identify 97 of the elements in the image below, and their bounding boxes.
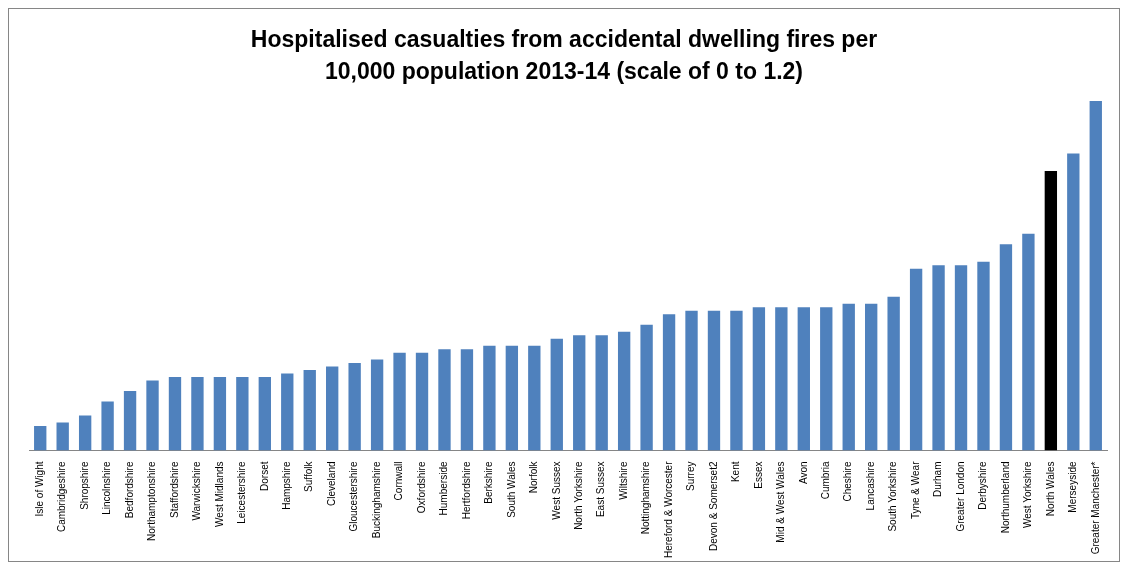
x-tick-label: Bedfordshire — [123, 461, 135, 519]
x-tick-label: Mid & West Wales — [775, 461, 787, 543]
x-tick-label: Hereford & Worcester — [662, 460, 674, 558]
bar — [1044, 170, 1058, 451]
x-tick-label: Avon — [797, 461, 809, 485]
x-tick-label: Berkshire — [483, 461, 495, 504]
bar — [797, 307, 810, 451]
bar — [865, 303, 878, 451]
bar — [617, 331, 631, 451]
bar — [1089, 101, 1102, 451]
x-tick-label: Wiltshire — [617, 461, 629, 500]
x-tick-label: Norfolk — [528, 460, 540, 494]
bar — [393, 352, 406, 451]
x-tick-label: Cleveland — [325, 461, 337, 506]
bar — [483, 345, 496, 451]
x-tick-label: North Wales — [1044, 461, 1056, 517]
bar — [662, 314, 676, 451]
x-tick-label: East Sussex — [595, 461, 607, 518]
x-tick-label: Suffolk — [303, 460, 315, 492]
x-tick-label: Cheshire — [842, 461, 854, 502]
bar — [528, 345, 541, 451]
x-tick-label: Tyne & Wear — [909, 460, 921, 520]
x-tick-label: Isle of Wight — [33, 461, 45, 517]
bar — [123, 391, 137, 451]
x-tick-label: Kent — [730, 461, 742, 483]
bar — [820, 307, 833, 451]
x-tick-label: Lincolnshire — [101, 461, 113, 515]
bar — [415, 352, 429, 451]
bar — [887, 296, 900, 451]
x-tick-label: Nottinghamshire — [640, 461, 652, 535]
bar — [1067, 153, 1080, 451]
bar — [775, 307, 788, 451]
bar — [954, 265, 968, 451]
x-tick-label: Oxfordshire — [415, 461, 427, 514]
x-tick-label: Hampshire — [281, 461, 293, 510]
x-tick-label: Northumberland — [999, 461, 1011, 534]
bar — [213, 377, 227, 451]
bar — [281, 373, 294, 451]
x-tick-label: West Yorkshire — [1022, 461, 1034, 528]
bar — [977, 261, 990, 451]
chart-title: Hospitalised casualties from accidental dwelling fires per 10,000 population 2013-14 (scale of 0 to 1.2) — [249, 25, 879, 86]
bar — [56, 422, 69, 451]
bar — [842, 303, 855, 451]
x-tick-label: Leicestershire — [236, 461, 248, 524]
x-tick-label: Derbyshire — [977, 461, 989, 510]
x-tick-label: Staffordshire — [168, 461, 180, 518]
bar — [505, 345, 519, 451]
x-tick-label: South Wales — [505, 461, 517, 518]
x-tick-label: Gloucestershire — [348, 461, 360, 532]
x-tick-label: Merseyside — [1067, 461, 1079, 513]
bar — [258, 377, 271, 451]
bar — [999, 244, 1013, 451]
bar — [34, 426, 47, 451]
x-tick-label: Cambridgeshire — [56, 461, 68, 533]
x-tick-label: Greater London — [954, 461, 966, 532]
bar — [640, 324, 653, 451]
bar — [707, 310, 721, 451]
bar — [168, 377, 182, 451]
x-tick-label: Shropshire — [78, 461, 90, 510]
x-tick-label: Dorset — [258, 461, 270, 491]
bar — [730, 310, 743, 451]
x-tick-label: Devon & Somerset2 — [707, 461, 719, 551]
x-tick-label: Northamptonshire — [146, 461, 158, 541]
bar — [78, 415, 92, 451]
x-tick-label: Durham — [932, 461, 944, 498]
bar — [932, 265, 945, 451]
bar — [101, 401, 114, 451]
bar — [348, 363, 361, 451]
bar — [370, 359, 384, 451]
x-tick-label: West Sussex — [550, 461, 562, 520]
bar — [595, 335, 608, 451]
bar — [752, 307, 766, 451]
x-tick-label: Essex — [752, 461, 764, 489]
x-tick-label: Surrey — [685, 461, 697, 491]
x-tick-label: West Midlands — [213, 461, 225, 527]
bar — [326, 366, 339, 451]
bar — [685, 310, 698, 451]
bar — [438, 349, 451, 451]
bar — [550, 338, 563, 451]
x-tick-label: North Yorkshire — [572, 461, 584, 530]
x-tick-label: Cumbria — [820, 461, 832, 500]
x-tick-label: Hertfordshire — [460, 461, 472, 520]
bar — [460, 349, 474, 451]
bar — [303, 370, 316, 451]
bar — [909, 268, 923, 451]
x-tick-label: Buckinghamshire — [370, 461, 382, 539]
bar — [146, 380, 159, 451]
x-tick-label: South Yorkshire — [887, 461, 899, 532]
bar — [573, 335, 586, 451]
x-tick-label: Warwickshire — [191, 461, 203, 521]
bar — [191, 377, 204, 451]
x-tick-label: Lancashire — [864, 461, 876, 511]
bar — [1022, 233, 1035, 451]
x-tick-label: Greater Manchester* — [1089, 461, 1101, 555]
bar — [236, 377, 249, 451]
x-tick-label: Humberside — [438, 461, 450, 516]
x-tick-label: Cornwall — [393, 461, 405, 501]
